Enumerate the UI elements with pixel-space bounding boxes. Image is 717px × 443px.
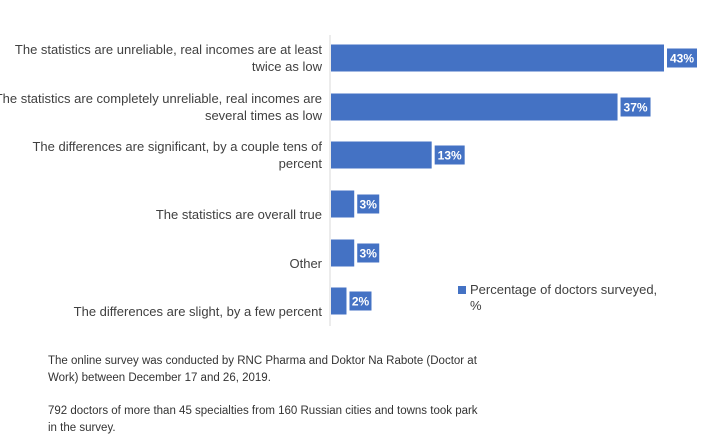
bar-chart: 43% 37% 13% 3% 3% 2% xyxy=(329,35,697,326)
data-label-box-1 xyxy=(620,97,651,117)
data-label-5: 2% xyxy=(352,295,370,309)
data-label-0: 43% xyxy=(670,52,694,66)
data-label-box-5 xyxy=(349,291,372,311)
bar-4 xyxy=(331,239,355,267)
data-label-1: 37% xyxy=(624,101,648,115)
bar-5 xyxy=(331,287,347,315)
data-label-3: 3% xyxy=(360,198,378,212)
data-label-box-2 xyxy=(434,145,465,165)
legend-label: Percentage of doctors surveyed, % xyxy=(470,282,658,313)
bar-2 xyxy=(331,141,432,169)
data-label-2: 13% xyxy=(438,149,462,163)
bar-3 xyxy=(331,190,355,218)
bar-1 xyxy=(331,93,618,121)
data-label-box-3 xyxy=(357,194,380,214)
category-label-1: The statistics are completely unreliable… xyxy=(0,91,322,123)
survey-note-1: The online survey was conducted by RNC P… xyxy=(48,355,477,384)
category-label-3: The statistics are overall true xyxy=(155,206,322,222)
category-label-4: Other xyxy=(289,255,322,271)
survey-note-2: 792 doctors of more than 45 specialties … xyxy=(48,405,478,434)
bar-0 xyxy=(331,44,664,72)
legend-swatch xyxy=(458,286,466,294)
data-label-box-4 xyxy=(357,243,380,263)
data-label-box-0 xyxy=(667,48,697,68)
category-label-2: The differences are significant, by a co… xyxy=(32,139,322,171)
data-label-4: 3% xyxy=(360,247,378,261)
category-label-5: The differences are slight, by a few per… xyxy=(73,303,322,319)
category-label-0: The statistics are unreliable, real inco… xyxy=(14,42,322,74)
